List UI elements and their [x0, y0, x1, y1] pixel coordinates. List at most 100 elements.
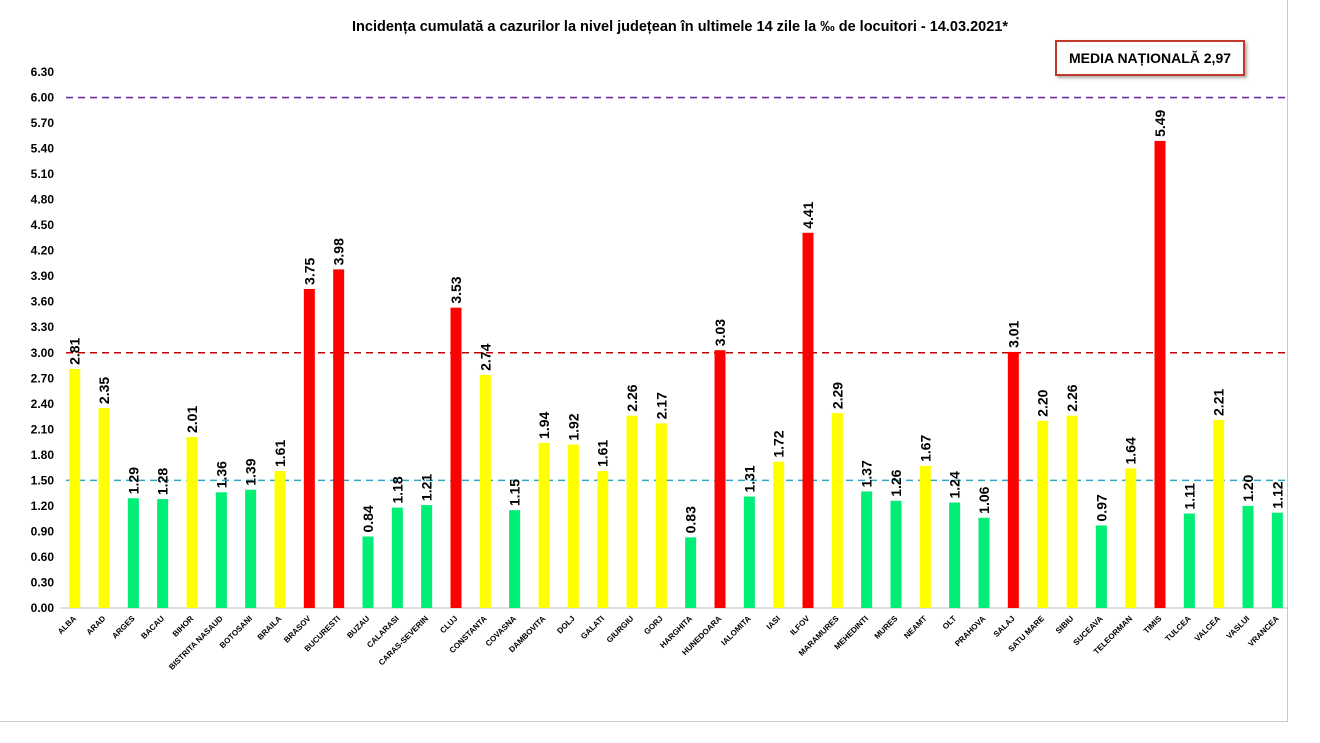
bar [919, 465, 931, 608]
bar [1213, 419, 1225, 608]
x-tick-label: ALBA [56, 614, 78, 636]
bar [274, 471, 286, 608]
bar [655, 423, 667, 608]
bar [1037, 420, 1049, 608]
bar [773, 461, 785, 608]
y-tick-label: 2.70 [31, 371, 55, 385]
x-tick-label: VASLUI [1225, 614, 1252, 641]
bar [978, 517, 990, 608]
data-label: 4.41 [800, 201, 816, 228]
x-tick-label: ILFOV [788, 614, 811, 637]
bar [890, 500, 902, 608]
bar [421, 505, 433, 608]
x-tick-label: BRAILA [256, 614, 284, 642]
data-label: 1.06 [976, 486, 992, 513]
data-label: 0.84 [360, 505, 376, 532]
data-label: 1.28 [155, 468, 171, 495]
y-tick-label: 5.10 [31, 167, 55, 181]
chart-frame [0, 0, 1288, 722]
data-label: 1.21 [419, 474, 435, 501]
data-label: 2.20 [1035, 389, 1051, 416]
bar [831, 413, 843, 608]
bar [567, 444, 579, 608]
x-tick-label: ARAD [85, 614, 108, 637]
y-tick-label: 6.00 [31, 91, 55, 105]
data-label: 2.01 [184, 406, 200, 433]
data-label: 2.74 [477, 343, 493, 370]
y-tick-label: 5.40 [31, 142, 55, 156]
data-label: 1.26 [888, 469, 904, 496]
x-tick-label: GALATI [579, 614, 606, 641]
y-tick-label: 4.80 [31, 193, 55, 207]
data-label: 1.39 [243, 458, 259, 485]
x-tick-label: BISTRITA NASAUD [167, 614, 225, 672]
x-tick-label: IASI [765, 614, 782, 631]
bars-layer [69, 140, 1283, 609]
bar [186, 436, 198, 608]
bar [157, 499, 169, 608]
bar-chart: 0.00 0.30 0.60 0.90 1.20 1.50 1.80 2.10 2.40 2.70… [31, 65, 1288, 672]
bar [538, 442, 550, 608]
bar [1154, 140, 1166, 608]
x-tick-label: SIBIU [1054, 614, 1076, 636]
chart-title: Incidența cumulată a cazurilor la nivel … [352, 19, 1008, 35]
data-label: 1.11 [1181, 483, 1197, 510]
data-label: 3.98 [331, 238, 347, 265]
x-tick-label: IALOMITA [719, 614, 752, 647]
data-label: 2.26 [624, 384, 640, 411]
data-label: 1.67 [917, 434, 933, 461]
data-label: 1.12 [1269, 481, 1285, 508]
data-label: 2.35 [96, 377, 112, 404]
data-label: 2.17 [653, 392, 669, 419]
x-tick-label: VRANCEA [1246, 614, 1280, 648]
bar [69, 368, 81, 608]
bar [391, 507, 403, 608]
data-label: 2.29 [829, 382, 845, 409]
data-label: 2.21 [1211, 389, 1227, 416]
bar [1007, 351, 1019, 608]
y-tick-label: 0.30 [31, 575, 55, 589]
x-tick-label: BUZAU [345, 614, 371, 640]
y-tick-label: 1.20 [31, 499, 55, 513]
bar [743, 496, 755, 608]
y-tick-label: 1.80 [31, 448, 55, 462]
y-tick-label: 3.00 [31, 346, 55, 360]
axis-layer: 0.00 0.30 0.60 0.90 1.20 1.50 1.80 2.10 2.40 2.70… [31, 65, 1288, 615]
data-label: 5.49 [1152, 109, 1168, 136]
data-label: 3.75 [301, 257, 317, 284]
data-label: 1.37 [859, 460, 875, 487]
bar [479, 374, 491, 608]
bar [362, 536, 374, 608]
data-label: 1.72 [771, 430, 787, 457]
x-tick-label: OLT [941, 614, 958, 631]
x-tick-label: CARAS-SEVERIN [377, 614, 430, 667]
x-tick-label: TIMIS [1142, 614, 1164, 636]
y-tick-label: 6.30 [31, 65, 55, 79]
x-tick-label: MURES [873, 614, 900, 641]
data-label: 1.31 [741, 465, 757, 492]
data-label: 1.61 [272, 440, 288, 467]
x-tick-label: BACAU [139, 614, 166, 641]
data-label: 1.24 [947, 471, 963, 498]
data-label: 1.20 [1240, 474, 1256, 501]
data-label: 1.36 [213, 461, 229, 488]
bar [450, 307, 462, 608]
bar [333, 269, 345, 608]
bar [1125, 468, 1137, 608]
x-tick-label: VALCEA [1193, 614, 1222, 643]
bar [949, 502, 961, 608]
national-average-box: MEDIA NAȚIONALĂ 2,97 [1055, 40, 1245, 76]
data-label: 2.26 [1064, 384, 1080, 411]
bar [509, 510, 521, 608]
y-tick-label: 0.60 [31, 550, 55, 564]
y-tick-label: 4.50 [31, 218, 55, 232]
y-tick-label: 3.90 [31, 269, 55, 283]
bar [714, 350, 726, 608]
bar [1095, 525, 1107, 608]
data-label: 3.03 [712, 319, 728, 346]
y-tick-label: 3.60 [31, 295, 55, 309]
data-label: 1.29 [125, 467, 141, 494]
bar [1271, 512, 1283, 608]
x-tick-label: SALAJ [992, 614, 1017, 639]
bar [861, 491, 873, 608]
